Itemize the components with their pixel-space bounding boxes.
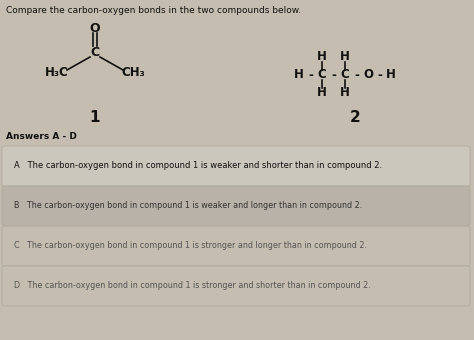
Text: D   The carbon-oxygen bond in compound 1 is stronger and shorter than in compoun: D The carbon-oxygen bond in compound 1 i…	[14, 282, 371, 290]
Text: C: C	[91, 46, 100, 58]
Text: H₃C: H₃C	[45, 66, 69, 79]
FancyBboxPatch shape	[2, 266, 470, 306]
Text: 1: 1	[90, 110, 100, 125]
Text: -: -	[331, 68, 336, 82]
Text: H: H	[294, 68, 304, 82]
Text: H: H	[340, 51, 350, 64]
Text: -: -	[377, 68, 382, 82]
Text: C: C	[341, 68, 349, 82]
FancyBboxPatch shape	[2, 226, 470, 266]
Text: C   The carbon-oxygen bond in compound 1 is stronger and longer than in compound: C The carbon-oxygen bond in compound 1 i…	[14, 241, 367, 251]
Text: Answers A - D: Answers A - D	[6, 132, 77, 141]
Text: H: H	[317, 86, 327, 100]
Text: CH₃: CH₃	[121, 66, 145, 79]
Text: B   The carbon-oxygen bond in compound 1 is weaker and longer than in compound 2: B The carbon-oxygen bond in compound 1 i…	[14, 202, 362, 210]
Text: Compare the carbon-oxygen bonds in the two compounds below.: Compare the carbon-oxygen bonds in the t…	[6, 6, 301, 15]
Text: H: H	[317, 51, 327, 64]
Text: H: H	[340, 86, 350, 100]
Text: O: O	[363, 68, 373, 82]
Text: C: C	[318, 68, 327, 82]
FancyBboxPatch shape	[2, 186, 470, 226]
Text: -: -	[354, 68, 359, 82]
Text: 2: 2	[350, 110, 360, 125]
Text: H: H	[386, 68, 396, 82]
Text: O: O	[90, 21, 100, 34]
Text: A   The carbon-oxygen bond in compound 1 is weaker and shorter than in compound : A The carbon-oxygen bond in compound 1 i…	[14, 162, 382, 170]
FancyBboxPatch shape	[2, 146, 470, 186]
Text: -: -	[308, 68, 313, 82]
